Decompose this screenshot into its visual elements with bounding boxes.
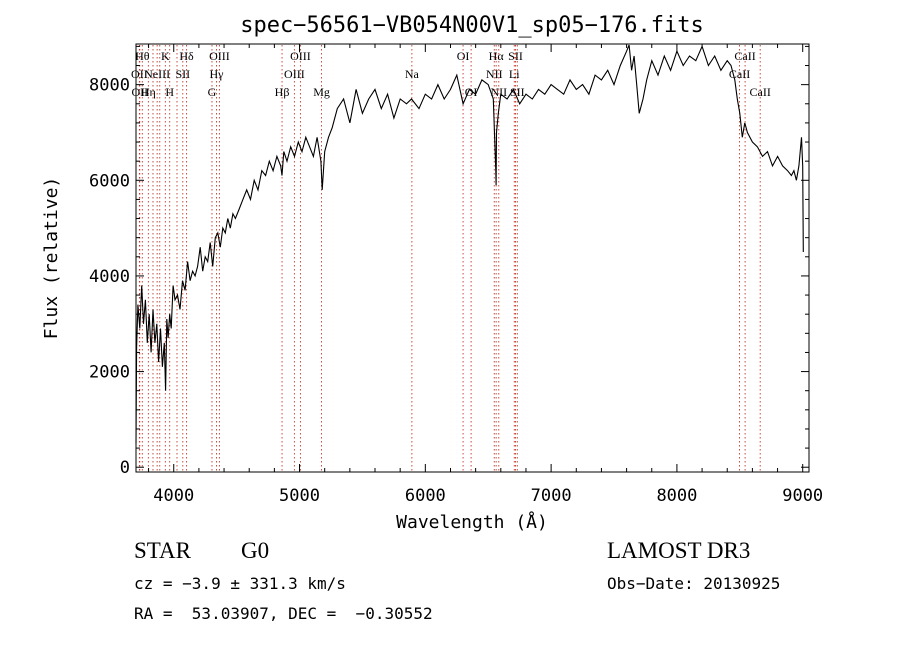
line-marker-label: Hδ (179, 49, 194, 63)
x-tick-label: 5000 (279, 486, 320, 506)
line-marker-label: G (208, 85, 217, 99)
x-tick-label: 7000 (531, 486, 572, 506)
object-class: STAR (134, 538, 191, 563)
line-marker-label: Hγ (210, 67, 225, 81)
line-marker-label: OI (465, 85, 478, 99)
x-tick-label: 9000 (782, 486, 823, 506)
line-marker-labels: HθOIIOIIHηNeIIIKHSIIHδGHγOIIIHβOIIIOIIIM… (131, 49, 771, 99)
x-tick-label: 8000 (656, 486, 697, 506)
line-marker-label: SII (175, 67, 190, 81)
x-tick-label: 4000 (153, 486, 194, 506)
line-marker-label: CaII (750, 85, 771, 99)
y-tick-label: 2000 (89, 363, 130, 383)
line-marker-label: Li (509, 67, 520, 81)
line-marker-label: NeIII (144, 67, 170, 81)
line-marker-label: Hθ (135, 49, 150, 63)
line-marker-label: OIII (290, 49, 311, 63)
flux-series-line (135, 44, 804, 444)
x-tick-label: 6000 (405, 486, 446, 506)
line-marker-label: OI (457, 49, 470, 63)
y-tick-label: 6000 (89, 171, 130, 191)
line-marker-label: OII (131, 85, 148, 99)
line-marker-label: Na (405, 67, 420, 81)
line-marker-label: CaII (734, 49, 755, 63)
y-axis-ticks: 0 2000 4000 6000 8000 (89, 45, 809, 478)
line-marker-label: NII (486, 67, 503, 81)
line-marker-label: SII (510, 85, 525, 99)
survey-name: LAMOST DR3 (607, 538, 751, 563)
coordinates: RA = 53.03907, DEC = −0.30552 (134, 604, 433, 623)
line-marker-label: Hη (141, 85, 156, 99)
y-tick-label: 8000 (89, 76, 130, 96)
chart-title: spec−56561−VB054N00V1_sp05−176.fits (240, 13, 704, 38)
object-subclass: G0 (241, 538, 270, 563)
line-marker-label: SII (508, 49, 523, 63)
line-markers (138, 45, 761, 471)
y-axis-label: Flux (relative) (41, 177, 62, 340)
line-marker-label: H (165, 85, 174, 99)
line-marker-label: OIII (284, 67, 305, 81)
plot-frame (135, 43, 810, 473)
line-marker-label: OIII (209, 49, 230, 63)
line-marker-label: Mg (313, 85, 330, 99)
redshift-value: cz = −3.9 ± 331.3 km/s (134, 574, 346, 593)
observation-date: Obs−Date: 20130925 (607, 574, 781, 593)
line-marker-label: Hα (489, 49, 505, 63)
y-tick-label: 4000 (89, 267, 130, 287)
line-marker-label: K (161, 49, 170, 63)
line-marker-label: Hβ (275, 85, 290, 99)
x-axis-ticks: 4000 5000 6000 7000 8000 9000 (148, 44, 823, 506)
line-marker-label: OII (131, 67, 148, 81)
x-axis-label: Wavelength (Å) (396, 511, 548, 533)
y-tick-label: 0 (120, 458, 130, 478)
